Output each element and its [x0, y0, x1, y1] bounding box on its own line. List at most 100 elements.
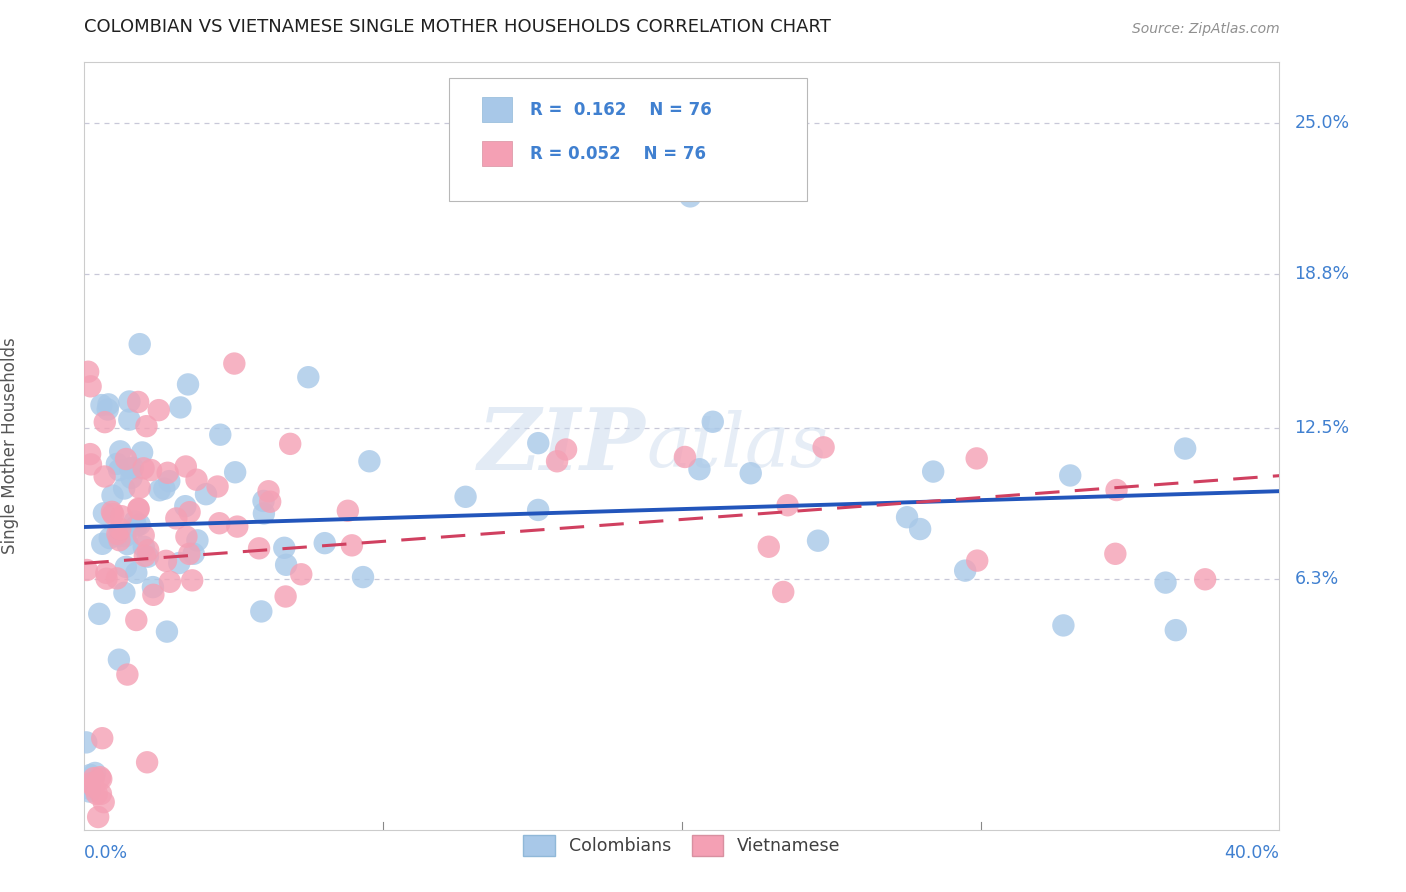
Point: [1104, 547, 1126, 561]
Point: [83, 771, 105, 785]
Point: [679, 189, 702, 203]
Point: [94, 415, 117, 429]
Point: [673, 450, 696, 464]
Point: [115, 452, 138, 467]
Point: [98, 531, 121, 545]
Point: [79, 781, 101, 796]
FancyBboxPatch shape: [482, 141, 512, 166]
Point: [966, 451, 988, 466]
Point: [177, 377, 200, 392]
Point: [80, 776, 103, 790]
Point: [132, 528, 155, 542]
Point: [125, 613, 148, 627]
Point: [253, 507, 276, 521]
Point: [107, 529, 129, 543]
Point: [75, 735, 97, 749]
Point: [156, 466, 179, 480]
Point: [186, 473, 208, 487]
Point: [97, 397, 120, 411]
Point: [153, 482, 176, 496]
Point: [108, 463, 131, 477]
Point: [527, 503, 550, 517]
Point: [105, 457, 128, 471]
Point: [90, 398, 112, 412]
Point: [101, 507, 124, 521]
Point: [121, 460, 143, 475]
Point: [112, 482, 135, 496]
Point: [208, 516, 231, 531]
Point: [127, 395, 149, 409]
Point: [139, 463, 162, 477]
Point: [183, 547, 205, 561]
Text: 25.0%: 25.0%: [1295, 114, 1350, 132]
Point: [87, 810, 110, 824]
Text: 12.5%: 12.5%: [1295, 418, 1350, 437]
Point: [157, 474, 180, 488]
Point: [274, 590, 297, 604]
Point: [276, 558, 298, 572]
Point: [132, 461, 155, 475]
Point: [114, 529, 136, 543]
Point: [224, 465, 246, 479]
Text: 6.3%: 6.3%: [1295, 570, 1339, 588]
Point: [79, 768, 101, 782]
Point: [135, 419, 157, 434]
Point: [1164, 623, 1187, 637]
Text: 18.8%: 18.8%: [1295, 265, 1350, 284]
Point: [1052, 618, 1074, 632]
Point: [953, 564, 976, 578]
Point: [118, 394, 141, 409]
Point: [224, 357, 246, 371]
Point: [125, 566, 148, 580]
Point: [128, 337, 150, 351]
Point: [207, 479, 229, 493]
Point: [278, 437, 301, 451]
Point: [259, 494, 281, 508]
Point: [176, 530, 198, 544]
Point: [77, 365, 100, 379]
Point: [79, 379, 101, 393]
Point: [165, 511, 187, 525]
Point: [1174, 442, 1197, 456]
Point: [134, 549, 156, 563]
Point: [83, 780, 105, 794]
Point: [97, 402, 120, 417]
Point: [314, 536, 336, 550]
Point: [89, 607, 111, 621]
Point: [128, 502, 150, 516]
Point: [252, 494, 274, 508]
Point: [167, 556, 190, 570]
Point: [209, 427, 232, 442]
Point: [257, 484, 280, 499]
Point: [174, 499, 197, 513]
Point: [93, 469, 115, 483]
Point: [121, 471, 143, 485]
Point: [90, 787, 112, 801]
Point: [108, 653, 131, 667]
Text: COLOMBIAN VS VIETNAMESE SINGLE MOTHER HOUSEHOLDS CORRELATION CHART: COLOMBIAN VS VIETNAMESE SINGLE MOTHER HO…: [84, 18, 831, 36]
Point: [79, 447, 101, 461]
Point: [908, 522, 931, 536]
Point: [108, 533, 131, 548]
Point: [807, 533, 830, 548]
Point: [118, 412, 141, 426]
Point: [112, 586, 135, 600]
Text: Single Mother Households: Single Mother Households: [0, 338, 18, 554]
Point: [105, 571, 128, 585]
Point: [148, 403, 170, 417]
Point: [702, 415, 724, 429]
Point: [179, 547, 201, 561]
Text: atlas: atlas: [647, 409, 828, 483]
Point: [896, 510, 918, 524]
Point: [110, 509, 132, 524]
Point: [555, 442, 578, 457]
Point: [169, 401, 191, 415]
Point: [155, 554, 177, 568]
Point: [142, 580, 165, 594]
Point: [90, 772, 112, 786]
Point: [108, 444, 131, 458]
Point: [142, 588, 165, 602]
Point: [79, 784, 101, 798]
Point: [124, 515, 146, 529]
Point: [125, 519, 148, 533]
